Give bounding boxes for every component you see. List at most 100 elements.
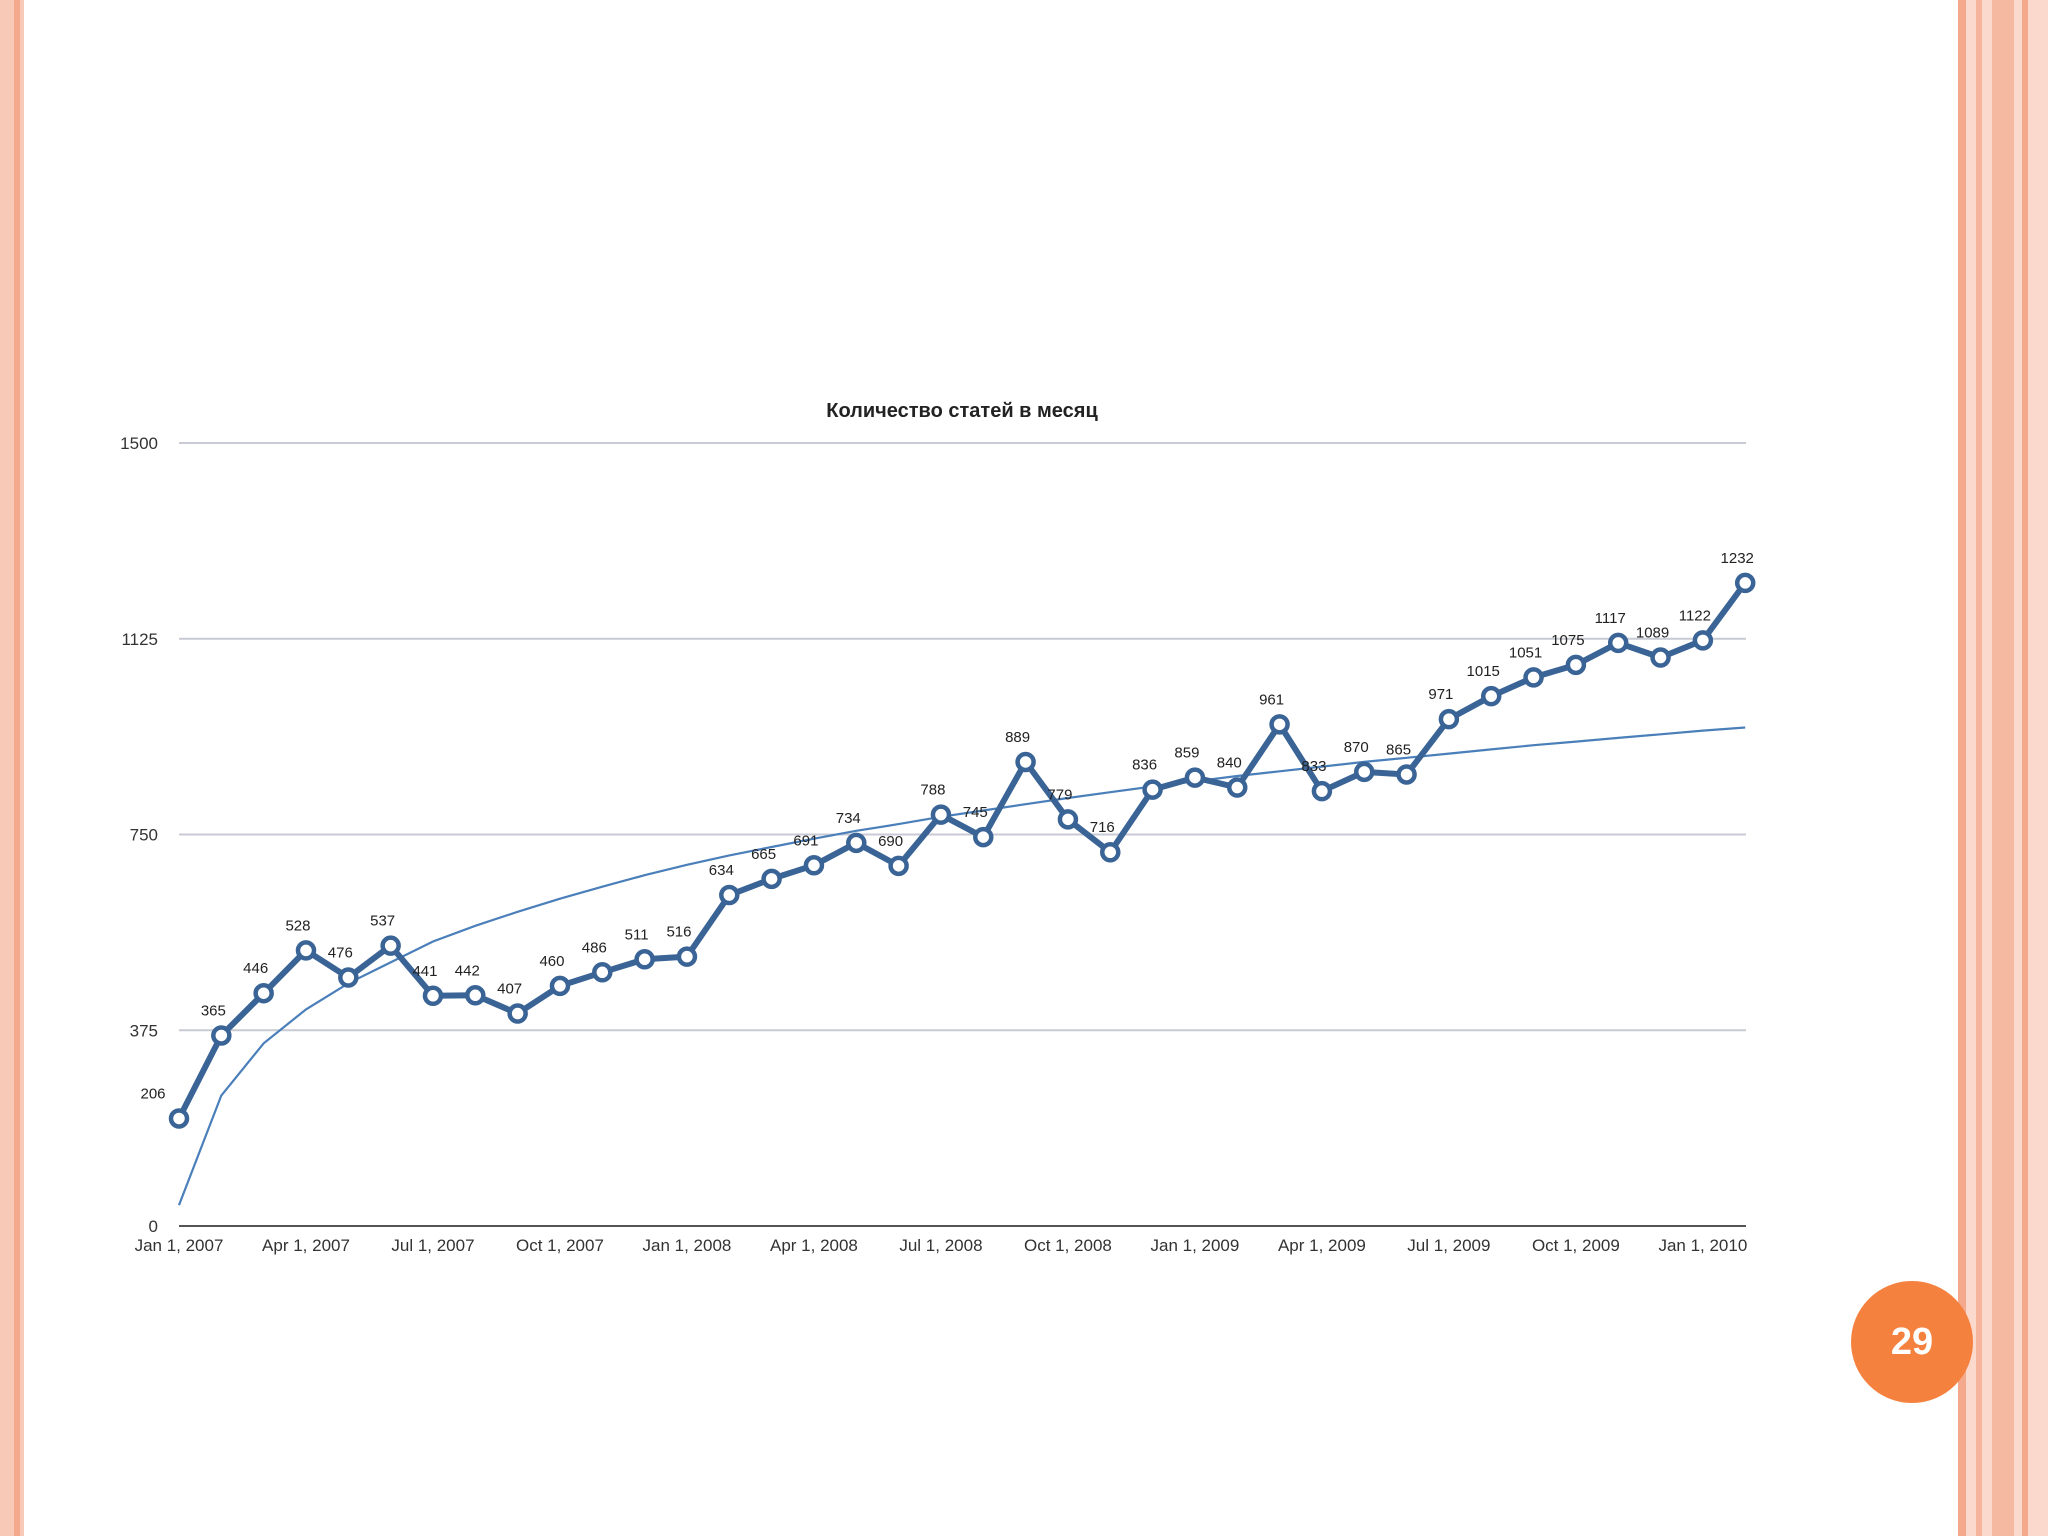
data-point — [1692, 630, 1714, 651]
data-point — [295, 940, 317, 961]
slide-frame-right — [1958, 0, 2048, 1536]
data-point — [1311, 780, 1333, 802]
y-tick-label: 1125 — [121, 630, 158, 649]
data-label: 1089 — [1636, 625, 1669, 642]
data-point — [592, 962, 613, 983]
data-label: 779 — [1047, 786, 1072, 803]
data-label: 788 — [920, 782, 945, 799]
data-point — [719, 884, 740, 906]
data-label: 833 — [1301, 758, 1326, 775]
data-point — [1057, 809, 1079, 830]
y-axis: 0 375 750 1125 1500 — [120, 434, 158, 1236]
series-path — [176, 581, 1748, 1120]
data-point — [973, 826, 994, 848]
data-point — [1438, 708, 1460, 730]
data-point — [507, 1003, 528, 1024]
x-tick-label: Oct 1, 2008 — [1024, 1236, 1112, 1255]
data-point — [1100, 841, 1121, 863]
data-label: 745 — [963, 804, 988, 821]
data-point — [211, 1025, 232, 1046]
data-label: 516 — [666, 924, 691, 941]
data-label: 836 — [1132, 757, 1157, 774]
data-point — [634, 949, 655, 970]
data-point — [1565, 654, 1587, 676]
x-axis: Jan 1, 2007 Apr 1, 2007 Jul 1, 2007 Oct 1, … — [135, 1236, 1748, 1255]
data-point — [676, 946, 698, 967]
data-label: 511 — [625, 926, 649, 943]
data-point — [803, 855, 825, 876]
data-label: 865 — [1386, 741, 1411, 758]
data-point — [465, 985, 486, 1006]
data-label: 691 — [793, 832, 818, 849]
y-tick-label: 0 — [149, 1217, 158, 1236]
y-tick-label: 750 — [130, 826, 158, 845]
trendline-path — [177, 726, 1746, 1206]
chart-grid — [179, 442, 1746, 1227]
data-point — [846, 832, 867, 854]
data-label: 665 — [751, 846, 776, 863]
data-point — [1015, 751, 1036, 773]
data-point — [1396, 764, 1417, 785]
data-point — [549, 975, 571, 997]
data-label: 365 — [201, 1002, 226, 1019]
data-point — [422, 985, 444, 1007]
x-tick-label: Apr 1, 2009 — [1278, 1236, 1366, 1255]
data-point — [1734, 572, 1756, 594]
x-tick-label: Jul 1, 2008 — [899, 1236, 982, 1255]
line-chart: Количество статей в месяц 0 375 750 1125 150… — [120, 400, 1756, 1255]
data-point — [253, 982, 274, 1004]
data-label: 870 — [1344, 739, 1369, 756]
data-label: 1122 — [1679, 607, 1711, 624]
chart-title: Количество статей в месяц — [826, 400, 1098, 422]
data-label: 460 — [539, 953, 564, 970]
x-tick-label: Jul 1, 2009 — [1407, 1236, 1490, 1255]
data-label: 1051 — [1509, 644, 1542, 661]
data-label: 690 — [878, 833, 903, 850]
data-label: 734 — [836, 810, 861, 827]
x-tick-label: Apr 1, 2008 — [770, 1236, 858, 1255]
data-point — [1353, 761, 1375, 783]
data-label: 537 — [370, 913, 395, 930]
data-point — [380, 935, 401, 956]
data-label: 840 — [1217, 755, 1242, 772]
x-tick-label: Jan 1, 2007 — [135, 1236, 224, 1255]
data-label: 1015 — [1467, 663, 1500, 680]
data-label: 446 — [243, 960, 268, 977]
data-label: 889 — [1005, 729, 1030, 746]
x-tick-label: Apr 1, 2007 — [262, 1236, 350, 1255]
data-label: 476 — [328, 945, 353, 962]
data-label: 961 — [1259, 691, 1284, 708]
data-point — [338, 967, 359, 988]
data-label: 441 — [412, 963, 437, 980]
page-number: 29 — [1890, 1320, 1934, 1363]
x-tick-label: Oct 1, 2009 — [1532, 1236, 1620, 1255]
y-tick-label: 1500 — [120, 434, 158, 453]
data-label: 407 — [497, 981, 522, 998]
data-label: 1075 — [1551, 632, 1584, 649]
data-point — [761, 868, 782, 890]
x-tick-label: Jan 1, 2010 — [1658, 1236, 1747, 1255]
slide-frame-left — [0, 0, 24, 1536]
data-label: 1117 — [1595, 610, 1626, 627]
data-label: 859 — [1174, 745, 1199, 762]
data-label: 1232 — [1721, 550, 1754, 567]
data-point — [1607, 632, 1629, 654]
data-point — [888, 855, 909, 877]
data-point — [930, 804, 952, 825]
series-line — [176, 581, 1748, 1120]
x-tick-label: Jan 1, 2009 — [1150, 1236, 1239, 1255]
x-tick-label: Jan 1, 2008 — [643, 1236, 732, 1255]
data-point — [168, 1108, 190, 1129]
trendline — [177, 726, 1746, 1206]
data-point — [1523, 667, 1544, 688]
data-point — [1142, 779, 1163, 800]
data-point — [1650, 647, 1671, 668]
data-label: 634 — [709, 862, 734, 879]
slide: Количество статей в месяц 0 375 750 1125 150… — [24, 0, 1973, 1536]
x-tick-label: Jul 1, 2007 — [391, 1236, 474, 1255]
data-label: 206 — [140, 1085, 165, 1102]
page-number-badge: 29 — [1851, 1281, 1973, 1403]
data-point — [1227, 777, 1248, 798]
data-label: 442 — [455, 962, 480, 979]
data-label: 716 — [1090, 819, 1115, 836]
